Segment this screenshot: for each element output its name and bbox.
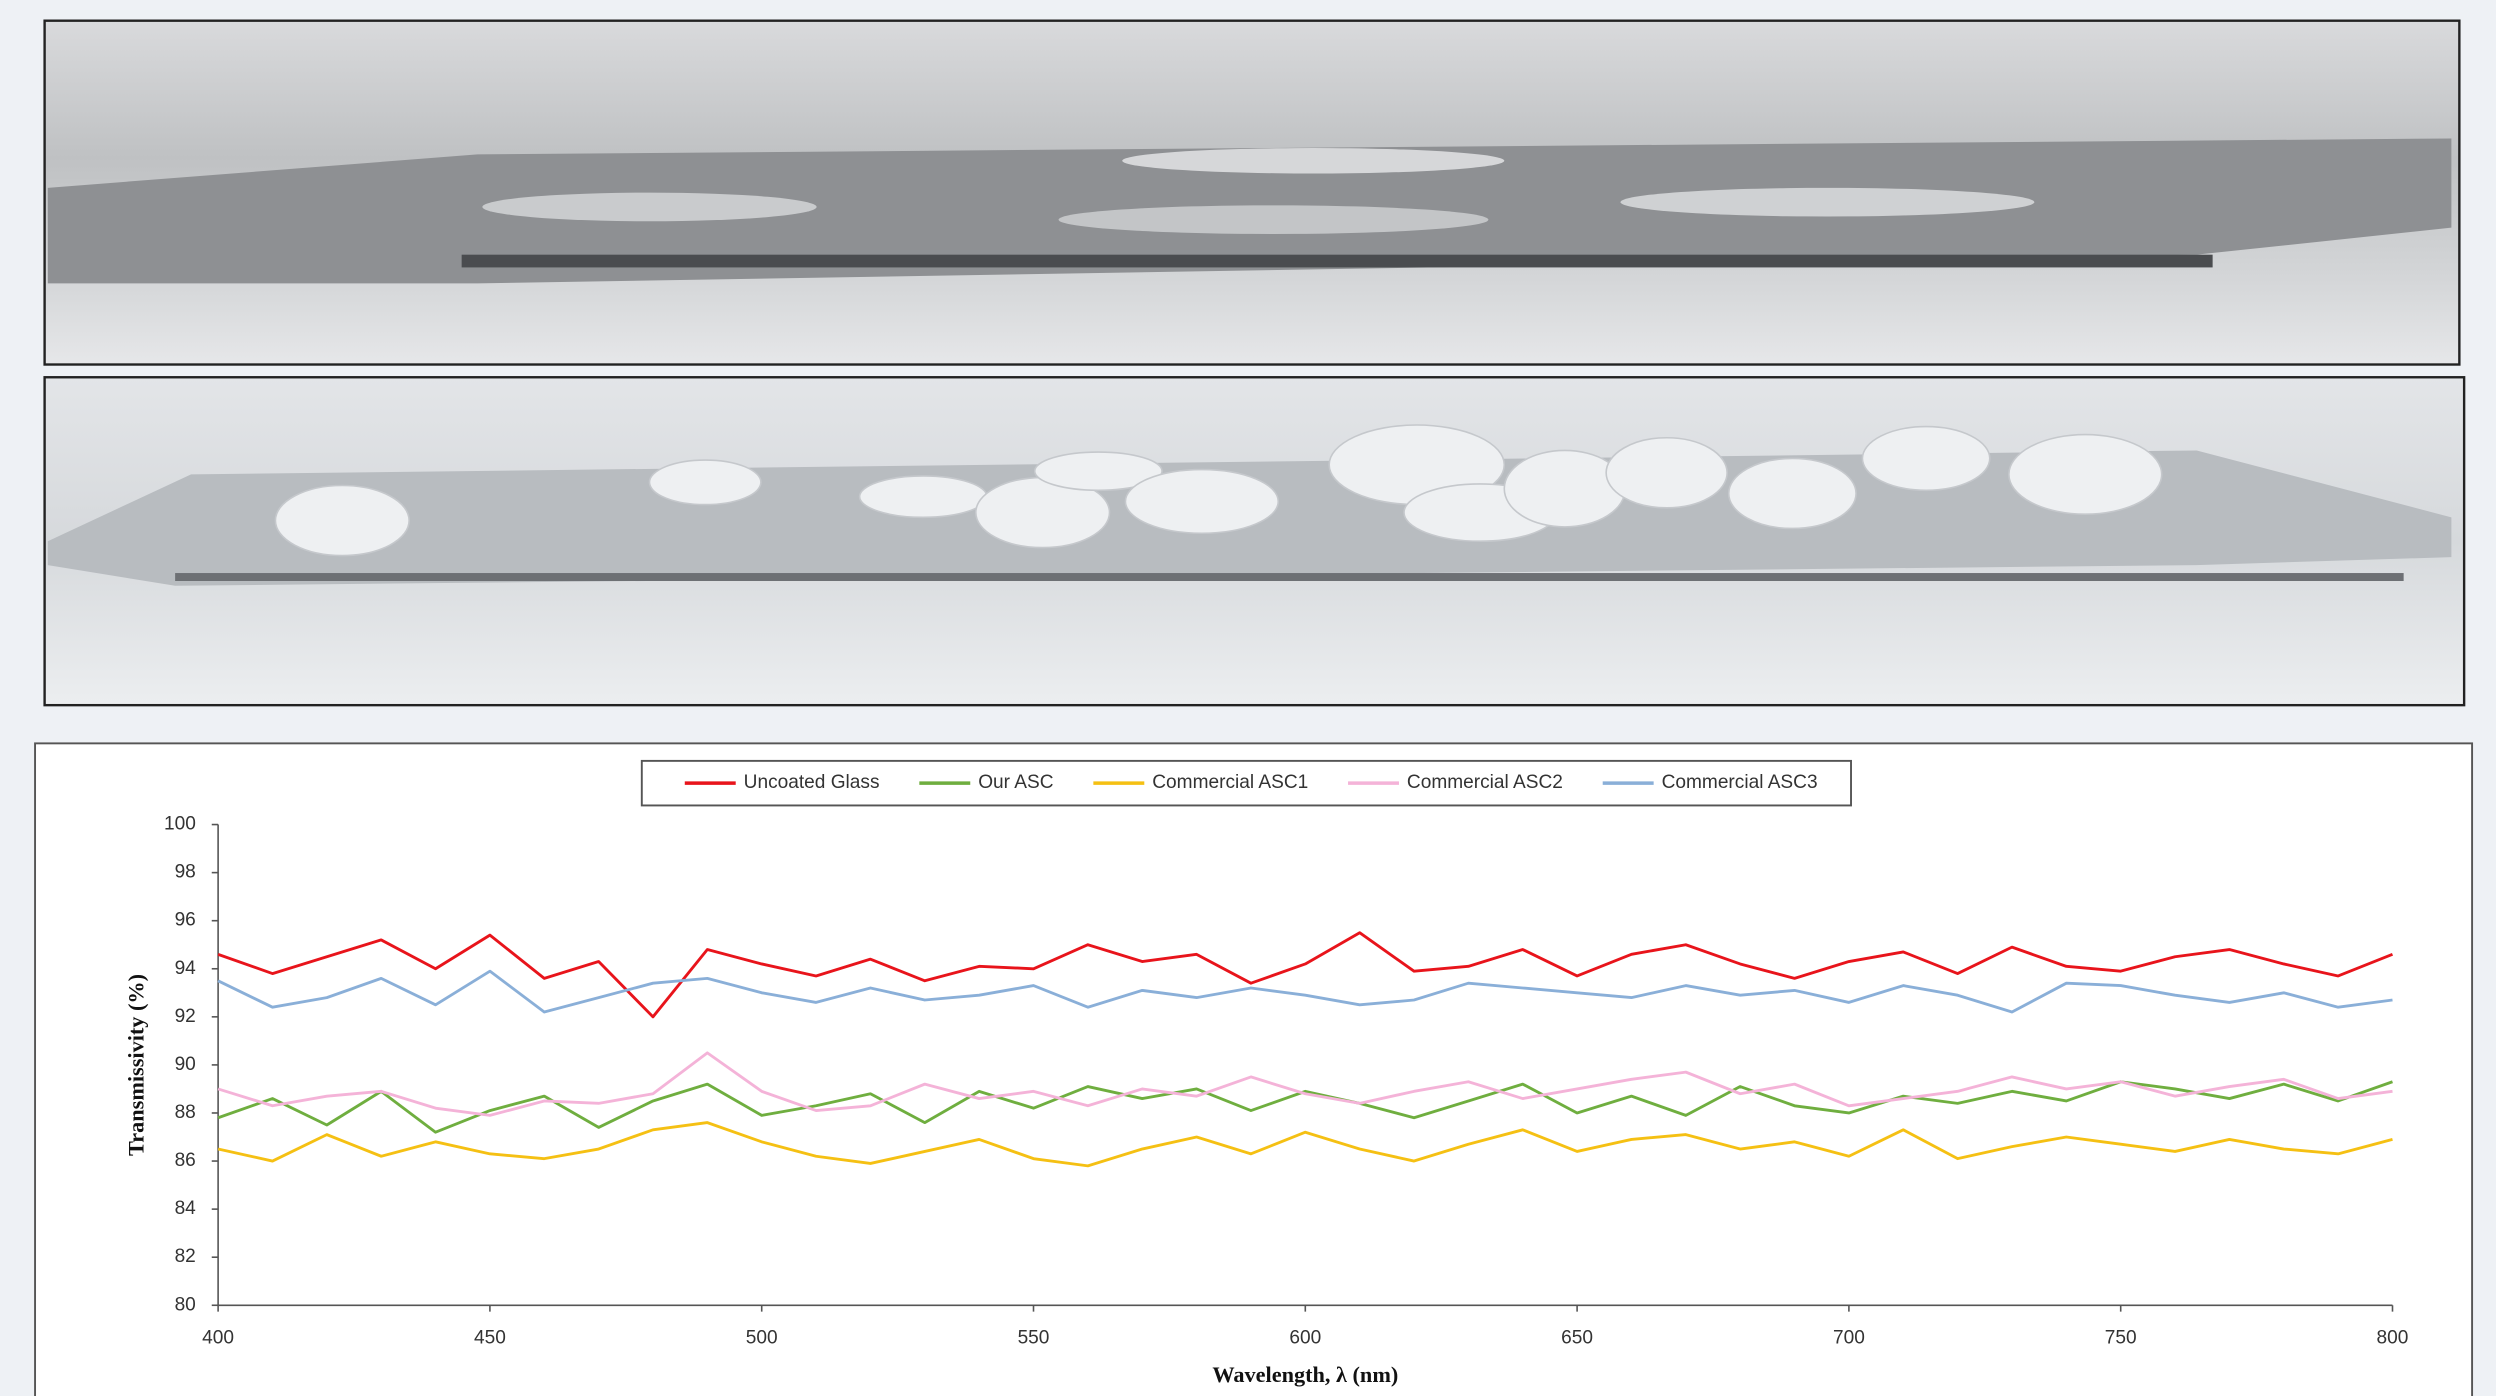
y-tick-label: 96 xyxy=(175,910,196,931)
y-tick-label: 94 xyxy=(175,958,197,979)
y-tick-label: 82 xyxy=(175,1246,196,1267)
legend-label: Commercial ASC1 xyxy=(1152,772,1308,793)
y-tick-label: 84 xyxy=(175,1198,197,1219)
y-tick-label: 80 xyxy=(175,1294,196,1315)
y-tick-label: 92 xyxy=(175,1006,196,1027)
x-tick-label: 650 xyxy=(1561,1328,1593,1349)
y-tick-label: 100 xyxy=(164,814,196,835)
legend-label: Our ASC xyxy=(978,772,1054,793)
x-tick-label: 600 xyxy=(1289,1328,1321,1349)
legend-label: Commercial ASC3 xyxy=(1662,772,1818,793)
y-tick-label: 98 xyxy=(175,862,196,883)
y-tick-label: 90 xyxy=(175,1054,196,1075)
legend: Uncoated Glass Our ASC Commercial ASC1 Comm… xyxy=(642,761,1851,806)
y-axis-label: Transmissivity (%) xyxy=(124,974,149,1156)
x-tick-label: 700 xyxy=(1833,1328,1865,1349)
y-tick-label: 88 xyxy=(175,1102,196,1123)
x-tick-label: 800 xyxy=(2377,1328,2409,1349)
figure: Transmissivity (%) Wavelength, λ (nm) 80… xyxy=(0,0,2496,1396)
page: {"chart_data": {"type": "line", "legend"… xyxy=(0,0,2496,1396)
x-tick-label: 550 xyxy=(1018,1328,1050,1349)
y-tick-label: 86 xyxy=(175,1150,196,1171)
photo-uncoated xyxy=(45,377,2465,705)
chart-frame xyxy=(35,743,2472,1396)
legend-label: Uncoated Glass xyxy=(744,772,880,793)
x-tick-label: 400 xyxy=(202,1328,234,1349)
x-tick-label: 750 xyxy=(2105,1328,2137,1349)
legend-label: Commercial ASC2 xyxy=(1407,772,1563,793)
x-tick-label: 500 xyxy=(746,1328,778,1349)
photo-coated xyxy=(45,21,2460,365)
x-axis-label: Wavelength, λ (nm) xyxy=(1212,1362,1398,1387)
x-tick-label: 450 xyxy=(474,1328,506,1349)
